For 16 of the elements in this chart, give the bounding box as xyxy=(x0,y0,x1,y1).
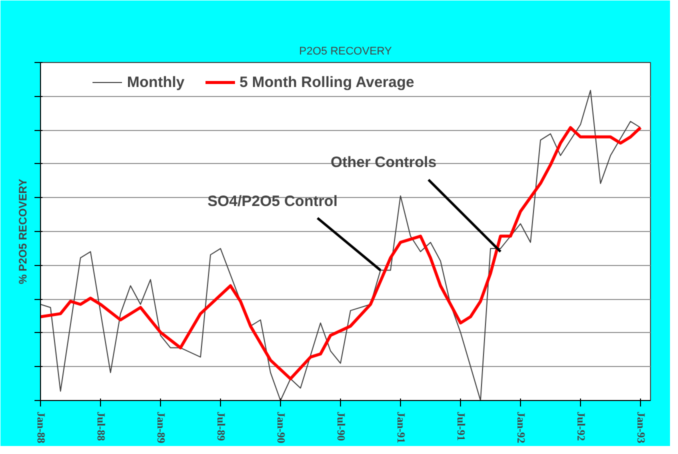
x-tick-label: Jul-89 xyxy=(214,412,226,442)
x-tick-label: Jan-93 xyxy=(634,412,646,444)
x-tick-label: Jan-90 xyxy=(274,412,286,444)
legend-label: 5 Month Rolling Average xyxy=(240,74,414,90)
x-tick-label: Jul-91 xyxy=(454,412,466,441)
x-tick-label: Jul-88 xyxy=(94,412,106,442)
x-tick-label: Jan-89 xyxy=(154,412,166,444)
x-tick-label: Jan-92 xyxy=(514,412,526,444)
x-tick-label: Jan-91 xyxy=(394,412,406,444)
x-tick-label: Jul-90 xyxy=(334,412,346,442)
x-tick-label: Jan-88 xyxy=(34,412,46,444)
x-tick-label: Jul-92 xyxy=(574,412,586,442)
chart-title: P2O5 RECOVERY xyxy=(299,46,393,58)
legend-label: Monthly xyxy=(127,74,184,90)
y-axis-title: % P2O5 RECOVERY xyxy=(18,178,30,284)
annotation: SO4/P2O5 Control xyxy=(207,192,338,210)
